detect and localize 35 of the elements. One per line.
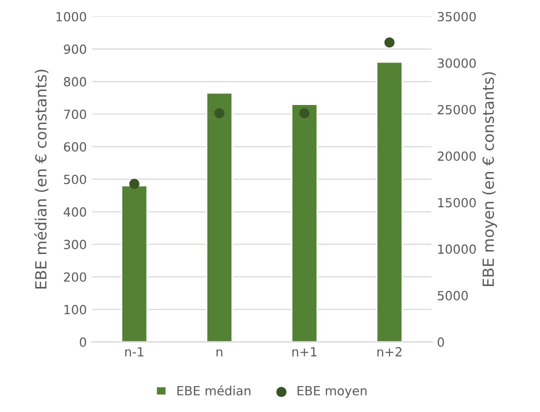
- y-tick-label: 700: [64, 110, 86, 120]
- x-tick-label: n-1: [125, 347, 144, 356]
- point: [129, 178, 140, 189]
- y-tick-label: 1000: [56, 12, 86, 22]
- y-tick-label: 500: [64, 174, 86, 184]
- y-tick-label: 0: [80, 337, 86, 347]
- y-tick-label: 100: [64, 304, 86, 314]
- bar: [376, 61, 403, 342]
- x-tick-label: n+1: [292, 347, 316, 356]
- y-axis-title: EBE médian (en € constants): [34, 70, 48, 289]
- x-tick-label: n+2: [377, 347, 402, 356]
- y-tick-label: 400: [64, 207, 86, 217]
- point: [384, 37, 395, 48]
- y2-tick-label: 30000: [438, 58, 476, 68]
- y2-tick-label: 5000: [438, 290, 468, 300]
- bar: [120, 185, 148, 342]
- y2-tick-label: 0: [438, 337, 444, 347]
- y-tick-label: 900: [64, 44, 86, 54]
- y-tick-label: 800: [64, 77, 86, 87]
- legend-label: EBE médian: [177, 385, 250, 396]
- y-tick-label: 300: [64, 240, 86, 250]
- y2-tick-label: 25000: [438, 104, 476, 114]
- x-tick-label: n: [216, 349, 222, 356]
- point: [214, 108, 224, 118]
- y-tick-label: 200: [64, 272, 86, 282]
- y2-axis-title: EBE moyen (en € constants): [482, 72, 497, 286]
- y2-tick-label: 35000: [438, 12, 476, 22]
- legend-label: EBE moyen: [298, 386, 367, 398]
- y-tick-label: 600: [64, 142, 86, 152]
- bar: [290, 104, 318, 342]
- y2-tick-label: 15000: [438, 198, 476, 208]
- y2-tick-label: 10000: [438, 244, 476, 254]
- point: [299, 108, 310, 118]
- y2-tick-label: 20000: [438, 151, 476, 161]
- bar: [206, 92, 233, 342]
